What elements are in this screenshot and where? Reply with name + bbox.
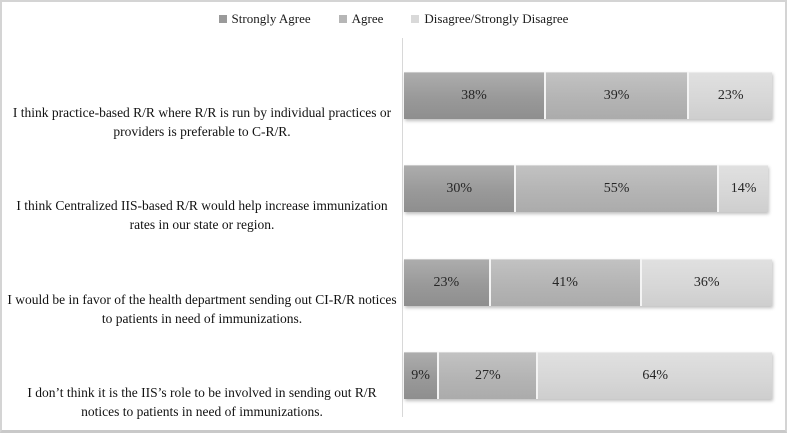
bar-segment-disagree: 64% [536,352,772,399]
segment-value-label: 38% [461,87,487,103]
legend-label-strongly-agree: Strongly Agree [231,11,311,26]
bar-segment-disagree: 23% [687,72,772,119]
bar-segment-strongly-agree: 38% [404,72,544,119]
category-label-iis-role: I don’t think it is the IIS’s role to be… [27,385,377,419]
bar-segment-disagree: 36% [639,259,772,306]
bar-segment-disagree: 14% [716,165,769,212]
bar-row-health-department: 23% 41% 36% [404,259,772,306]
legend-item-agree: Agree [338,11,384,27]
bar-row-practice-based: 38% 39% 23% [404,72,772,119]
category-label-centralized-iis: I think Centralized IIS-based R/R would … [16,198,388,232]
segment-value-label: 23% [717,87,744,103]
legend-label-disagree: Disagree/Strongly Disagree [424,11,569,26]
bar-segment-agree: 41% [488,259,640,306]
segment-value-label: 55% [603,180,630,196]
bar-segment-agree: 27% [437,352,537,399]
bar-segment-strongly-agree: 30% [404,165,515,212]
segment-value-label: 30% [446,180,473,196]
chart-legend: Strongly Agree Agree Disagree/Strongly D… [2,11,785,27]
segment-value-label: 23% [433,274,460,290]
segment-value-label: 36% [693,274,720,290]
bar-segment-strongly-agree: 9% [404,352,438,399]
category-label-health-department: I would be in favor of the health depart… [7,292,397,326]
legend-marker-strongly-agree-icon [218,15,227,23]
bar-segment-agree: 39% [543,72,688,119]
segment-value-label: 41% [552,274,578,290]
bar-segment-strongly-agree: 23% [404,259,489,306]
category-label-practice-based: I think practice-based R/R where R/R is … [12,105,392,139]
segment-value-label: 64% [642,367,669,383]
bar-row-centralized-iis: 30% 55% 14% [404,165,772,212]
segment-value-label: 39% [603,87,630,103]
legend-marker-disagree-icon [411,15,420,23]
bar-segment-agree: 55% [514,165,717,212]
legend-marker-agree-icon [338,15,347,23]
legend-item-strongly-agree: Strongly Agree [218,11,311,27]
bar-row-iis-role: 9% 27% 64% [404,352,772,399]
segment-value-label: 27% [474,367,501,383]
segment-value-label: 9% [411,367,430,383]
y-axis-line [402,38,403,417]
legend-item-disagree: Disagree/Strongly Disagree [411,11,568,27]
legend-label-agree: Agree [351,11,384,26]
segment-value-label: 14% [730,180,757,196]
